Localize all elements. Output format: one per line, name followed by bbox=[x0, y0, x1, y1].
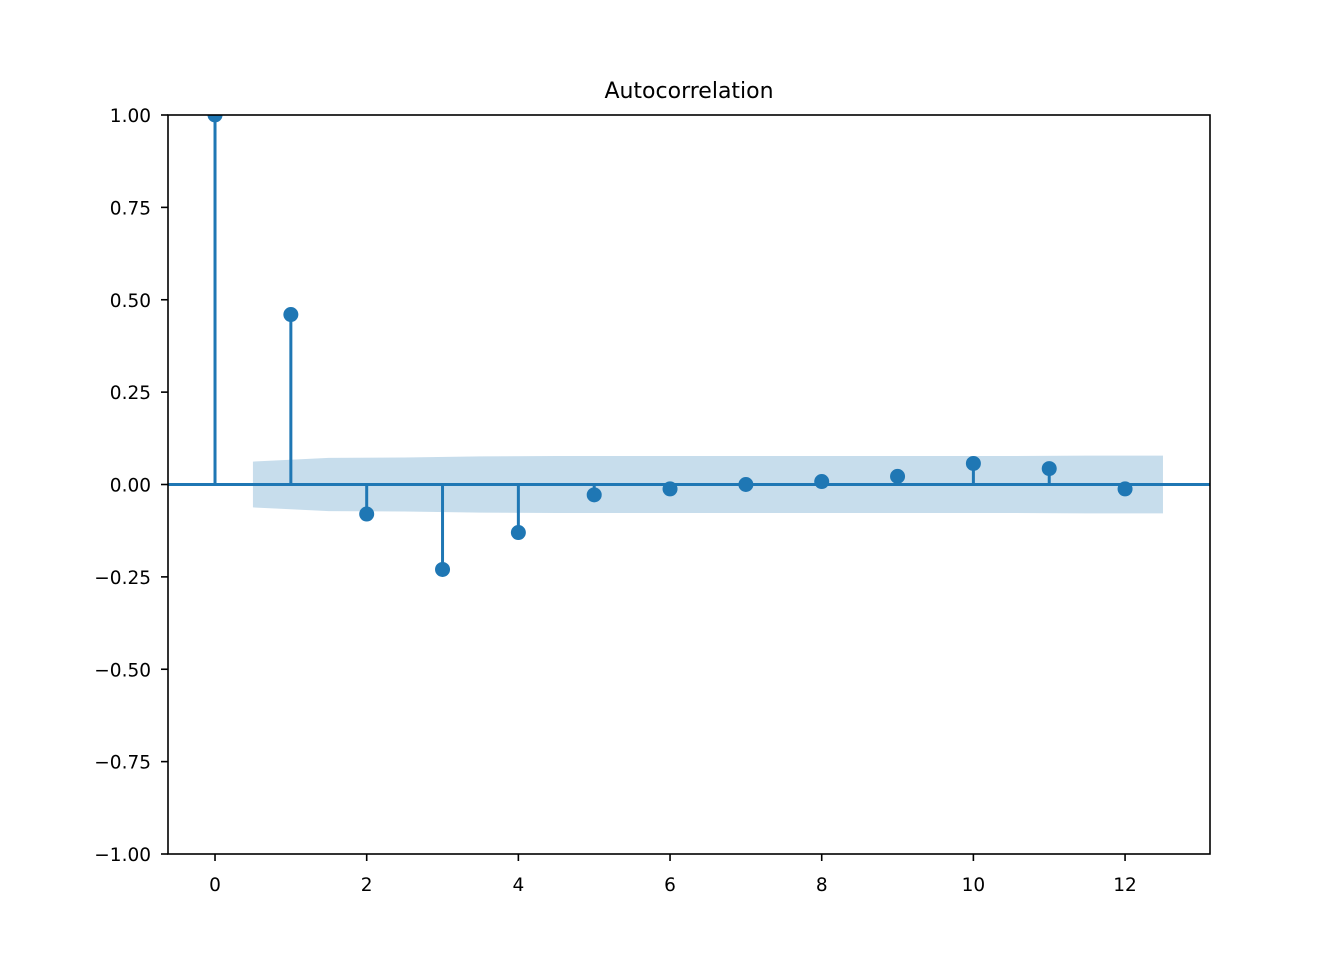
stem-marker-lag-1 bbox=[283, 307, 299, 323]
x-tick-label-8: 8 bbox=[816, 875, 828, 896]
stem-marker-lag-6 bbox=[662, 481, 678, 497]
y-tick-label-7: −0.75 bbox=[94, 753, 151, 774]
x-tick-label-2: 2 bbox=[361, 875, 373, 896]
y-tick-label-1: 0.75 bbox=[110, 198, 151, 219]
x-tick-label-6: 6 bbox=[664, 875, 676, 896]
plot-area bbox=[168, 115, 1210, 577]
stem-marker-lag-12 bbox=[1117, 481, 1133, 497]
x-tick-label-12: 12 bbox=[1113, 875, 1137, 896]
stems-group bbox=[168, 115, 1210, 577]
y-tick-label-0: 1.00 bbox=[110, 106, 151, 127]
y-tick-label-3: 0.25 bbox=[110, 383, 151, 404]
chart-title: Autocorrelation bbox=[604, 79, 773, 104]
stem-marker-lag-7 bbox=[738, 477, 754, 492]
stem-marker-lag-4 bbox=[510, 525, 526, 541]
stem-marker-lag-8 bbox=[814, 474, 830, 490]
y-tick-label-4: 0.00 bbox=[110, 476, 151, 497]
stem-marker-lag-0 bbox=[207, 115, 223, 123]
stem-marker-lag-10 bbox=[965, 455, 981, 471]
stem-marker-lag-2 bbox=[359, 506, 375, 522]
x-tick-label-10: 10 bbox=[962, 875, 986, 896]
stem-marker-lag-9 bbox=[890, 468, 906, 484]
y-tick-label-5: −0.25 bbox=[94, 568, 151, 589]
y-tick-label-8: −1.00 bbox=[94, 845, 151, 866]
y-tick-label-6: −0.50 bbox=[94, 660, 151, 681]
y-tick-label-2: 0.50 bbox=[110, 291, 151, 312]
stem-marker-lag-5 bbox=[586, 487, 602, 503]
stem-marker-lag-3 bbox=[435, 561, 451, 577]
x-tick-label-4: 4 bbox=[512, 875, 524, 896]
stem-marker-lag-11 bbox=[1041, 461, 1057, 477]
x-tick-label-0: 0 bbox=[209, 875, 221, 896]
axes: 0 2 4 6 8 10 12 1.00 0.75 0.50 0.25 0.00 −0.25 −0.50 −… bbox=[94, 106, 1211, 896]
